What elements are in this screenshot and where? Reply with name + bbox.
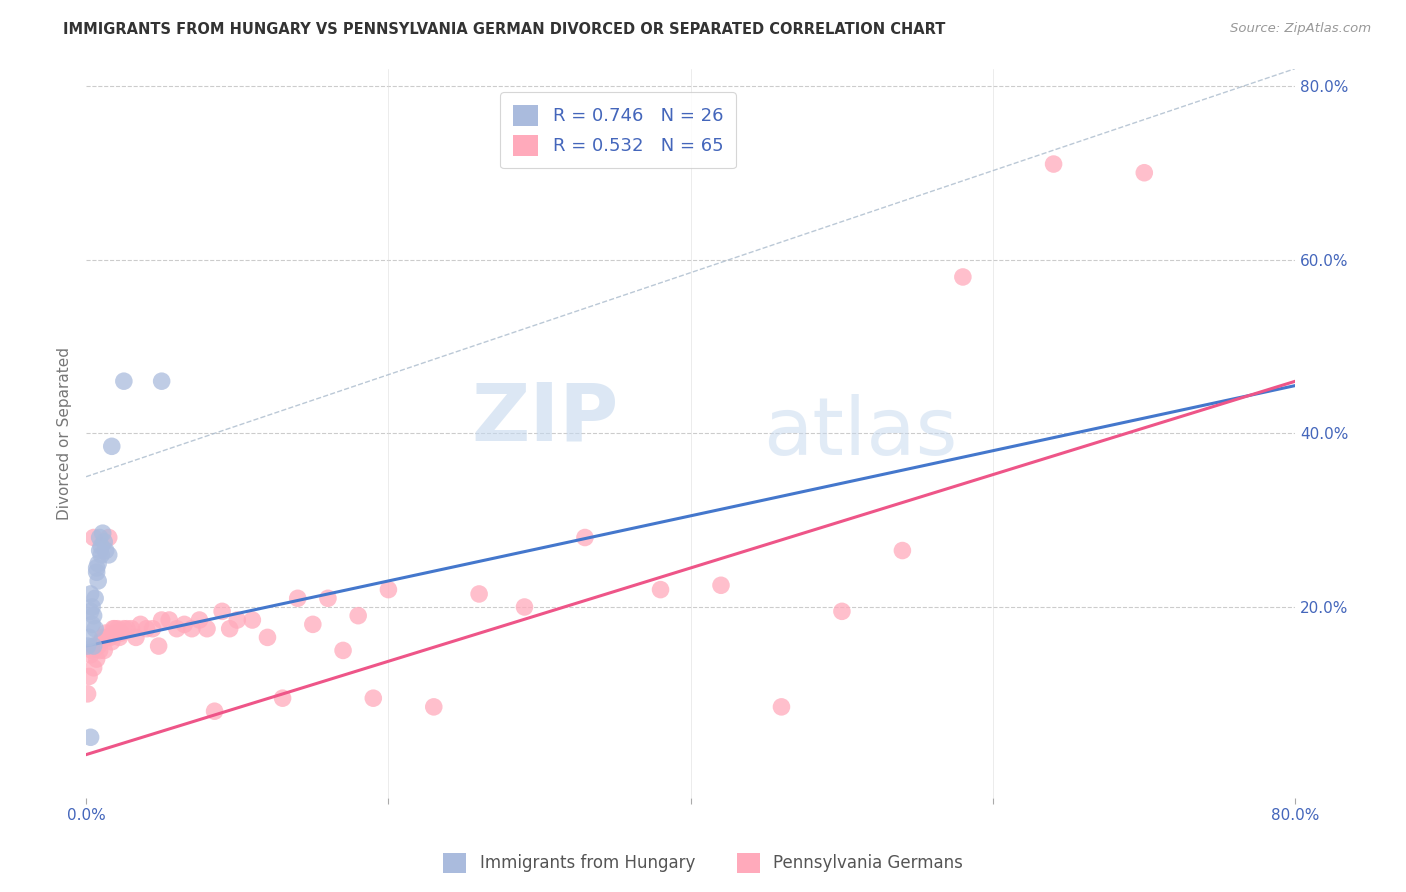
- Point: [332, 643, 354, 657]
- Point: [120, 622, 142, 636]
- Point: [105, 626, 128, 640]
- Point: [86, 652, 108, 666]
- Point: [97, 531, 120, 545]
- Point: [90, 548, 112, 562]
- Point: [125, 631, 148, 645]
- Point: [86, 561, 108, 575]
- Point: [86, 566, 108, 580]
- Point: [377, 582, 399, 597]
- Point: [87, 574, 110, 588]
- Point: [77, 669, 100, 683]
- Point: [96, 631, 118, 645]
- Point: [79, 604, 101, 618]
- Point: [98, 631, 121, 645]
- Point: [347, 608, 370, 623]
- Point: [103, 622, 125, 636]
- Point: [188, 613, 211, 627]
- Point: [218, 622, 240, 636]
- Point: [150, 613, 173, 627]
- Point: [79, 731, 101, 745]
- Point: [84, 591, 107, 606]
- Point: [84, 639, 107, 653]
- Point: [148, 639, 170, 653]
- Point: [91, 631, 114, 645]
- Point: [115, 622, 138, 636]
- Point: [135, 622, 157, 636]
- Point: [173, 617, 195, 632]
- Point: [83, 531, 105, 545]
- Text: IMMIGRANTS FROM HUNGARY VS PENNSYLVANIA GERMAN DIVORCED OR SEPARATED CORRELATION: IMMIGRANTS FROM HUNGARY VS PENNSYLVANIA …: [63, 22, 946, 37]
- Point: [97, 548, 120, 562]
- Point: [316, 591, 339, 606]
- Point: [84, 622, 107, 636]
- Point: [1133, 166, 1156, 180]
- Point: [195, 622, 218, 636]
- Point: [129, 617, 152, 632]
- Point: [83, 608, 105, 623]
- Point: [100, 439, 122, 453]
- Text: atlas: atlas: [763, 394, 957, 472]
- Point: [112, 622, 135, 636]
- Point: [89, 643, 111, 657]
- Point: [108, 631, 131, 645]
- Point: [87, 557, 110, 571]
- Point: [574, 531, 596, 545]
- Point: [150, 374, 173, 388]
- Point: [256, 631, 278, 645]
- Y-axis label: Divorced or Separated: Divorced or Separated: [58, 347, 72, 520]
- Point: [104, 622, 127, 636]
- Legend: Immigrants from Hungary, Pennsylvania Germans: Immigrants from Hungary, Pennsylvania Ge…: [436, 847, 970, 880]
- Point: [100, 634, 122, 648]
- Point: [204, 704, 226, 718]
- Point: [157, 613, 180, 627]
- Point: [94, 626, 117, 640]
- Legend: R = 0.746   N = 26, R = 0.532   N = 65: R = 0.746 N = 26, R = 0.532 N = 65: [501, 92, 735, 169]
- Point: [710, 578, 733, 592]
- Point: [952, 269, 974, 284]
- Point: [90, 634, 112, 648]
- Point: [79, 587, 101, 601]
- Point: [77, 631, 100, 645]
- Point: [83, 661, 105, 675]
- Point: [211, 604, 233, 618]
- Point: [363, 691, 385, 706]
- Point: [82, 643, 104, 657]
- Point: [423, 699, 446, 714]
- Point: [271, 691, 294, 706]
- Point: [240, 613, 263, 627]
- Point: [650, 582, 672, 597]
- Point: [166, 622, 188, 636]
- Point: [93, 534, 115, 549]
- Point: [1042, 157, 1064, 171]
- Point: [90, 539, 112, 553]
- Point: [76, 639, 98, 653]
- Point: [82, 599, 104, 614]
- Text: ZIP: ZIP: [471, 380, 619, 458]
- Point: [180, 622, 202, 636]
- Point: [287, 591, 309, 606]
- Point: [107, 622, 129, 636]
- Point: [91, 526, 114, 541]
- Point: [831, 604, 853, 618]
- Point: [94, 543, 117, 558]
- Point: [93, 643, 115, 657]
- Point: [770, 699, 793, 714]
- Point: [891, 543, 914, 558]
- Text: Source: ZipAtlas.com: Source: ZipAtlas.com: [1230, 22, 1371, 36]
- Point: [89, 543, 111, 558]
- Point: [87, 639, 110, 653]
- Point: [513, 599, 536, 614]
- Point: [110, 626, 132, 640]
- Point: [89, 531, 111, 545]
- Point: [83, 639, 105, 653]
- Point: [226, 613, 249, 627]
- Point: [79, 648, 101, 662]
- Point: [468, 587, 491, 601]
- Point: [142, 622, 165, 636]
- Point: [82, 617, 104, 632]
- Point: [301, 617, 323, 632]
- Point: [112, 374, 135, 388]
- Point: [76, 687, 98, 701]
